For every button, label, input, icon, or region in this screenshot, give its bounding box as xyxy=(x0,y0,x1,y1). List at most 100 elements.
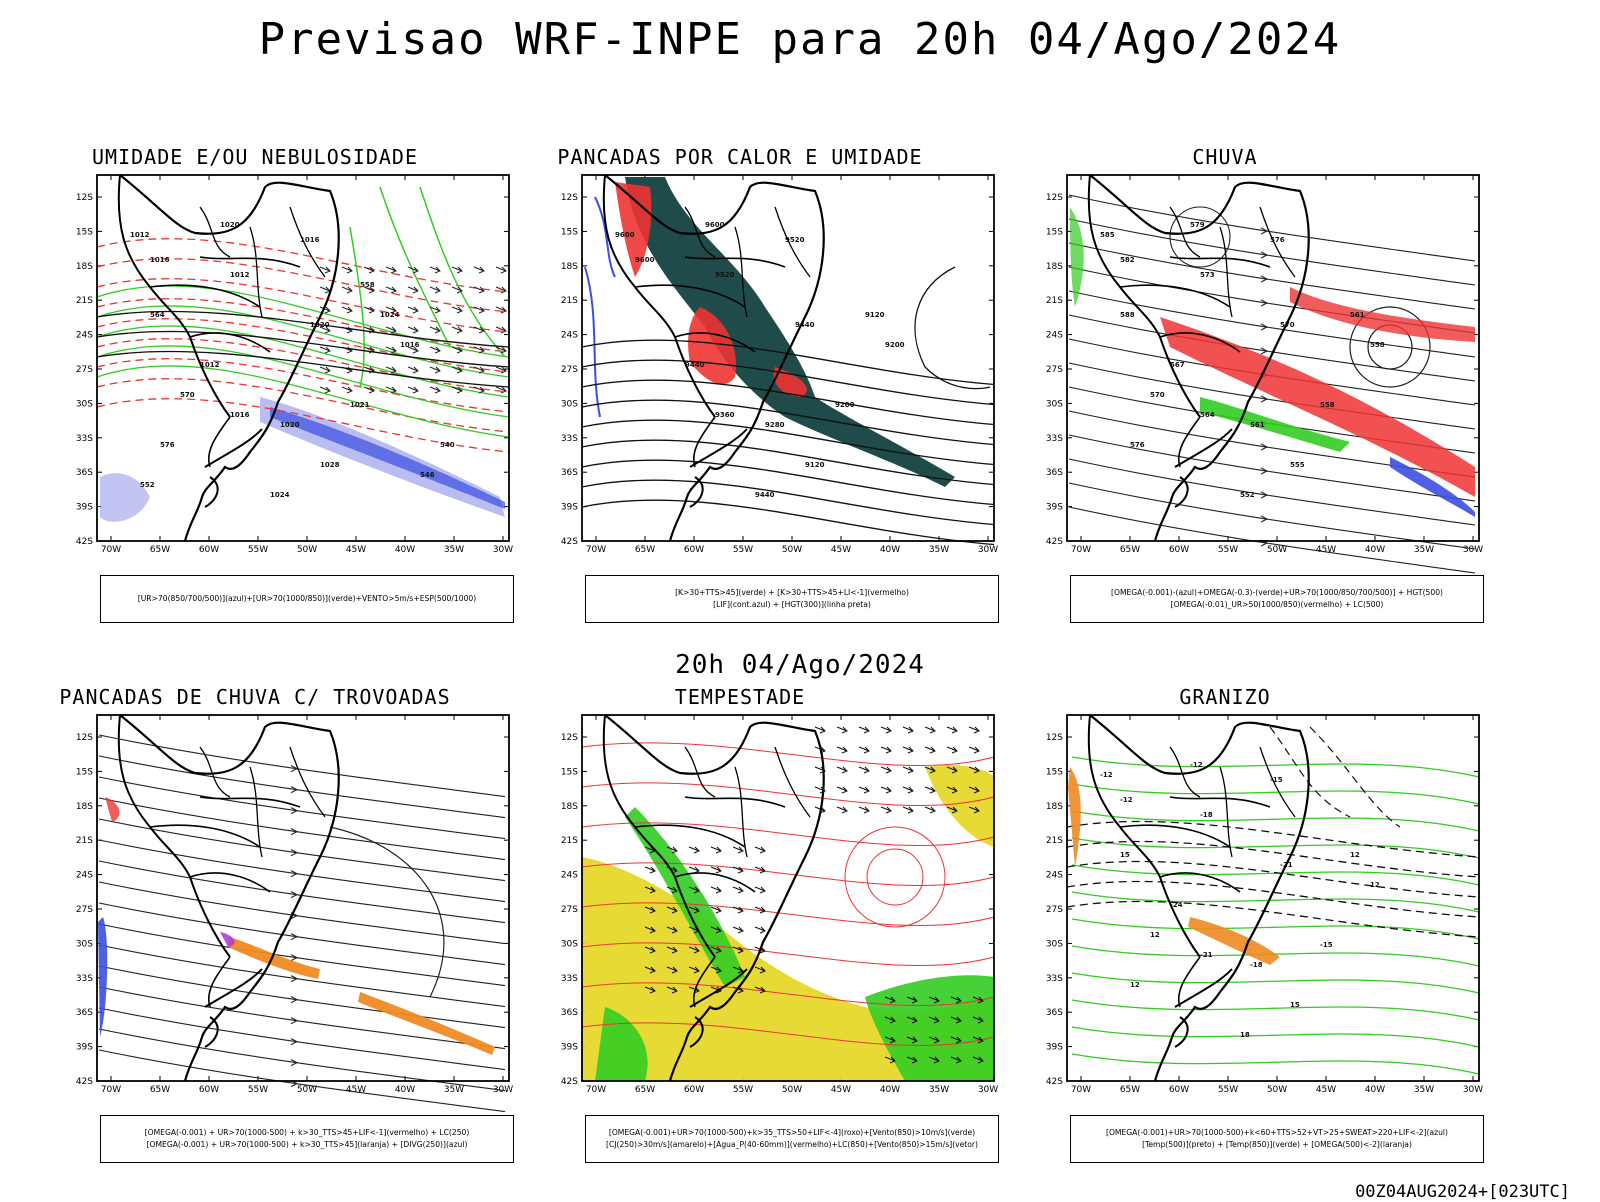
wind-vector xyxy=(495,366,507,374)
wind-vector xyxy=(732,946,744,954)
streamline xyxy=(98,818,506,882)
wind-vector xyxy=(385,326,397,334)
country-border xyxy=(149,796,301,1008)
lon-label: 55W xyxy=(248,1085,268,1095)
contour-label: -18 xyxy=(1200,811,1213,819)
wind-vector xyxy=(884,1016,896,1024)
wind-vector xyxy=(473,306,485,314)
wind-vector xyxy=(473,286,485,294)
wind-vector xyxy=(644,946,656,954)
contour-label: 564 xyxy=(1200,411,1215,419)
lat-label: 27S xyxy=(76,905,93,915)
streamline xyxy=(98,986,506,1050)
temp850-contour xyxy=(1071,918,1480,940)
contour-label: 9520 xyxy=(785,236,805,244)
streamline xyxy=(98,944,506,1008)
map-umidade: 12S 15S 18S 21S 24S 27S 30S 33S 36S 39S 42S 70W 65W 6… xyxy=(76,174,513,555)
legend-line: [OMEGA(-0.01)_UR>50(1000/850)(vermelho) … xyxy=(1170,600,1384,609)
contour-line xyxy=(96,350,510,388)
wind-vector xyxy=(644,906,656,914)
contour-line xyxy=(96,338,510,393)
wind-vector xyxy=(946,786,958,794)
legend-line: [OMEGA(-0.001)+UR>70(1000-500)+k<60+TTS>… xyxy=(1105,1128,1448,1137)
lat-label: 33S xyxy=(561,974,578,984)
lon-label: 60W xyxy=(1169,545,1189,555)
lon-label: 60W xyxy=(684,545,704,555)
streamline xyxy=(98,902,506,966)
panel-title: UMIDADE E/OU NEBULOSIDADE xyxy=(91,145,419,169)
lc850-streamline xyxy=(581,902,995,927)
wind-vector xyxy=(754,966,766,974)
lon-label: 70W xyxy=(1071,545,1091,555)
contour-label: -12 xyxy=(1100,771,1113,779)
streamline-arrow xyxy=(1260,251,1269,259)
wind-vector xyxy=(644,886,656,894)
lat-label: 42S xyxy=(561,537,578,547)
lon-label: 45W xyxy=(346,1085,366,1095)
wind-vector xyxy=(429,366,441,374)
country-border xyxy=(602,714,716,958)
streamline xyxy=(1068,290,1476,358)
wind-vector xyxy=(495,326,507,334)
uruguay-border xyxy=(204,428,263,508)
lat-label: 15S xyxy=(76,767,93,777)
legend-line: [LIF](cont.azul) + [HGT(300)](linha pret… xyxy=(713,600,871,609)
wind-vector xyxy=(732,846,744,854)
wind-vector xyxy=(407,366,419,374)
wind-vector xyxy=(429,346,441,354)
streamline xyxy=(98,881,506,945)
wind-vector xyxy=(924,786,936,794)
wind-vector xyxy=(880,766,892,774)
lat-label: 30S xyxy=(561,399,578,409)
wind-vector xyxy=(880,806,892,814)
instability-area xyxy=(773,367,807,397)
wind-vector xyxy=(473,366,485,374)
contour-label: 12 xyxy=(1350,851,1360,859)
wind-vector xyxy=(906,1016,918,1024)
streamline-arrow xyxy=(290,975,299,983)
wind-vector xyxy=(710,866,722,874)
wind-vector xyxy=(385,346,397,354)
streamline xyxy=(1068,410,1476,478)
wind-vector xyxy=(710,906,722,914)
lat-label: 24S xyxy=(1046,331,1063,341)
wind-vector xyxy=(950,1056,962,1064)
wind-vector xyxy=(429,386,441,394)
wind-vector xyxy=(319,306,331,314)
state-border xyxy=(684,206,811,318)
wind-vector xyxy=(928,1056,940,1064)
lon-label: 70W xyxy=(1071,1085,1091,1095)
contour-label: 585 xyxy=(1100,231,1115,239)
contour-label: 9520 xyxy=(715,271,735,279)
lon-label: 50W xyxy=(782,1085,802,1095)
lat-label: 39S xyxy=(561,503,578,513)
legend-line: [OMEGA(-0.001) + UR>70(1000-500) + k>30_… xyxy=(144,1128,470,1137)
contour-label: 9120 xyxy=(865,311,885,319)
lon-label: 70W xyxy=(101,1085,121,1095)
wind-vector xyxy=(924,766,936,774)
contour-line xyxy=(1066,880,1480,918)
wind-vector xyxy=(363,346,375,354)
lat-label: 15S xyxy=(1046,767,1063,777)
wind-vector xyxy=(880,746,892,754)
run-info: 00Z04AUG2024+[023UTC] xyxy=(1355,1182,1570,1202)
legend-pancadas-calor: [K>30+TTS>45](verde) + [K>30+TTS>45+LI<-… xyxy=(585,575,999,623)
lat-label: 12S xyxy=(1046,733,1063,743)
lon-label: 50W xyxy=(1267,545,1287,555)
lon-label: 35W xyxy=(929,545,949,555)
lon-label: 70W xyxy=(586,545,606,555)
wind-vector xyxy=(946,726,958,734)
contour-line xyxy=(96,285,510,358)
wind-vector xyxy=(319,366,331,374)
lon-label: 40W xyxy=(395,545,415,555)
lc850-streamline xyxy=(581,822,995,847)
lat-label: 18S xyxy=(561,262,578,272)
lat-label: 24S xyxy=(561,331,578,341)
wind-vector xyxy=(950,1016,962,1024)
lat-label: 12S xyxy=(1046,193,1063,203)
contour-line xyxy=(581,459,995,506)
lat-label: 12S xyxy=(76,733,93,743)
contour-label: 1024 xyxy=(270,491,290,499)
lon-label: 60W xyxy=(1169,1085,1189,1095)
thunderstorm-severe-area xyxy=(220,932,235,947)
